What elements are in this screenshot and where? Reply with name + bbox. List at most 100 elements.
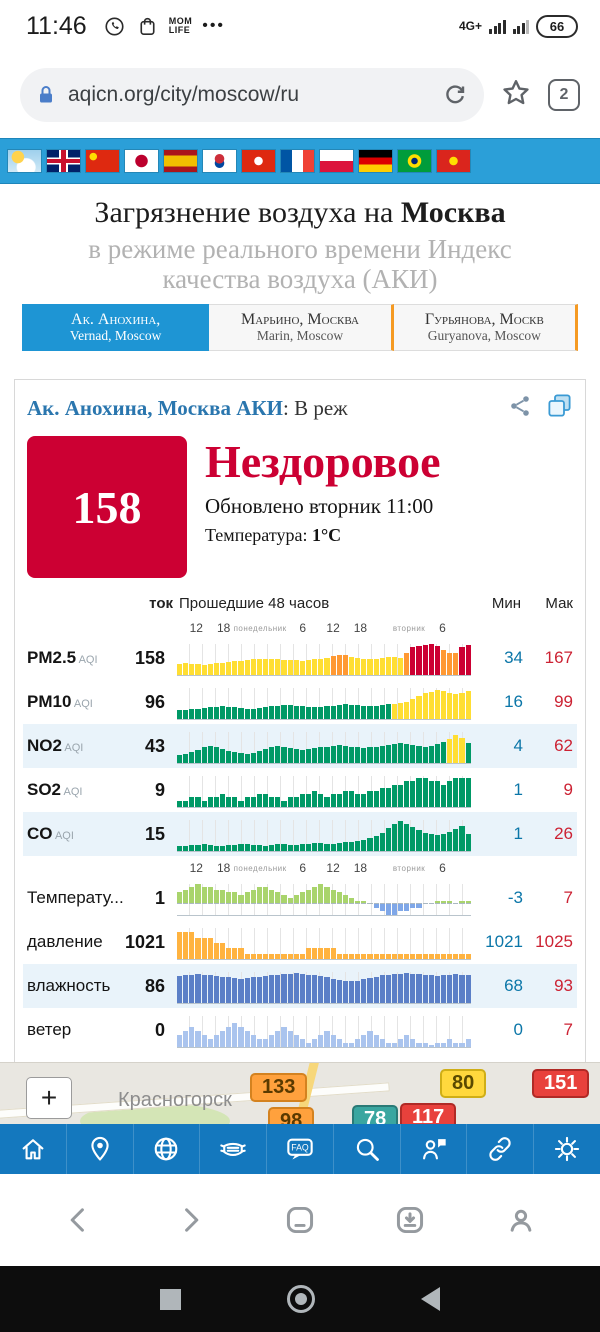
chart-bar bbox=[348, 842, 355, 851]
param-row-pressure[interactable]: давление 1021 1021 1025 bbox=[23, 920, 577, 964]
chart-bar bbox=[404, 744, 410, 763]
weather-icon[interactable] bbox=[8, 150, 41, 172]
url-text[interactable]: aqicn.org/city/moscow/ru bbox=[68, 83, 300, 106]
chart-bar bbox=[459, 1043, 465, 1047]
station-tab-3[interactable]: Гурьянова, Москв Guryanova, Moscow bbox=[393, 304, 578, 351]
brazil-flag-icon[interactable] bbox=[398, 150, 431, 172]
uk-flag-icon[interactable] bbox=[47, 150, 80, 172]
param-unit: AQI bbox=[52, 830, 74, 842]
chart-bar bbox=[422, 1043, 428, 1047]
nav-forward-button[interactable] bbox=[173, 1203, 207, 1237]
chart-bar bbox=[373, 1035, 379, 1047]
nav-profile-button[interactable] bbox=[504, 1203, 538, 1237]
china-flag-icon[interactable] bbox=[86, 150, 119, 172]
chart-bar bbox=[379, 746, 385, 763]
chart-bar bbox=[447, 739, 453, 763]
chart-bar bbox=[269, 975, 275, 1003]
param-row-so2[interactable]: SO2 AQI 9 1 9 bbox=[23, 768, 577, 812]
map-aqi-marker[interactable]: 133 bbox=[250, 1073, 308, 1102]
map-zoom-in-button[interactable]: + bbox=[26, 1077, 72, 1119]
chart-bar bbox=[410, 1039, 416, 1047]
korea-flag-icon[interactable] bbox=[203, 150, 236, 172]
bookmark-star-icon[interactable] bbox=[500, 77, 532, 114]
search-button[interactable] bbox=[334, 1124, 401, 1174]
home-button[interactable] bbox=[287, 1285, 315, 1313]
chart-bar bbox=[342, 704, 348, 719]
chart-bar bbox=[238, 661, 244, 675]
location-button[interactable] bbox=[67, 1124, 134, 1174]
chart-bar bbox=[207, 797, 213, 807]
recents-button[interactable] bbox=[160, 1288, 181, 1310]
chart-bar bbox=[336, 980, 342, 1003]
faq-button[interactable]: FAQ bbox=[267, 1124, 334, 1174]
mask-button[interactable] bbox=[200, 1124, 268, 1174]
chat-user-button[interactable] bbox=[401, 1124, 468, 1174]
japan-flag-icon[interactable] bbox=[125, 150, 158, 172]
chart-bar bbox=[391, 974, 398, 1003]
chart-bar bbox=[404, 653, 410, 675]
map-aqi-marker[interactable]: 151 bbox=[532, 1069, 590, 1098]
nav-home-screen-button[interactable] bbox=[283, 1203, 317, 1237]
chart-bar bbox=[447, 975, 453, 1003]
reload-icon[interactable] bbox=[442, 82, 468, 108]
chart-bar bbox=[299, 661, 305, 675]
station-tab-2[interactable]: Марьино, Москва Marin, Moscow bbox=[209, 304, 394, 351]
germany-flag-icon[interactable] bbox=[359, 150, 392, 172]
time-tick: понедельник bbox=[233, 624, 287, 633]
chart-bar bbox=[195, 797, 201, 807]
france-flag-icon[interactable] bbox=[281, 150, 314, 172]
link-button[interactable] bbox=[467, 1124, 535, 1174]
param-row-temp[interactable]: Температу... 1 -3 7 bbox=[23, 876, 577, 920]
chart-bar bbox=[379, 975, 385, 1003]
chart-bar bbox=[189, 845, 195, 851]
param-row-no2[interactable]: NO2 AQI 43 4 62 bbox=[23, 724, 577, 768]
map-aqi-marker[interactable]: 78 bbox=[352, 1105, 399, 1124]
pm10-min: 16 bbox=[504, 692, 523, 711]
aqi-map[interactable]: + Красногорск 133 98 78 117 80 151 bbox=[0, 1062, 600, 1124]
back-button[interactable] bbox=[421, 1287, 440, 1311]
time-tick: понедельник bbox=[233, 864, 287, 873]
chart-bar bbox=[459, 975, 465, 1003]
time-tick: 12 bbox=[189, 861, 203, 875]
param-row-co[interactable]: CO AQI 15 1 26 bbox=[23, 812, 577, 856]
settings-button[interactable] bbox=[534, 1124, 600, 1174]
nav-back-button[interactable] bbox=[62, 1203, 96, 1237]
wind-current-value: 0 bbox=[154, 1019, 165, 1040]
chart-bar bbox=[398, 658, 404, 675]
chart-bar bbox=[348, 657, 355, 675]
map-aqi-marker[interactable]: 98 bbox=[268, 1107, 315, 1124]
copy-windows-icon[interactable] bbox=[546, 392, 573, 424]
chart-bar bbox=[305, 844, 312, 851]
poland-flag-icon[interactable] bbox=[320, 150, 353, 172]
chart-bar bbox=[410, 745, 416, 763]
param-row-wind[interactable]: ветер 0 0 7 bbox=[23, 1008, 577, 1052]
share-icon[interactable] bbox=[508, 394, 532, 423]
map-aqi-marker[interactable]: 80 bbox=[440, 1069, 487, 1098]
param-row-pm10[interactable]: PM10 AQI 96 16 99 bbox=[23, 680, 577, 724]
spain-flag-icon[interactable] bbox=[164, 150, 197, 172]
nav-downloads-button[interactable] bbox=[393, 1203, 427, 1237]
param-row-humidity[interactable]: влажность 86 68 93 bbox=[23, 964, 577, 1008]
time-tick: 12 bbox=[189, 621, 203, 635]
chart-bar bbox=[269, 797, 275, 807]
chart-bar bbox=[428, 954, 434, 959]
station-tab-1[interactable]: Ак. Анохина, Vernad, Moscow bbox=[22, 304, 210, 351]
map-aqi-marker[interactable]: 117 bbox=[400, 1103, 457, 1124]
no2-max: 62 bbox=[554, 736, 573, 755]
param-unit: AQI bbox=[71, 698, 93, 710]
chart-bar bbox=[336, 1039, 342, 1047]
param-name: PM10 bbox=[27, 692, 72, 711]
home-button[interactable] bbox=[0, 1124, 67, 1174]
pm25-min: 34 bbox=[504, 648, 523, 667]
chart-bar bbox=[213, 976, 219, 1003]
chart-bar bbox=[459, 954, 465, 959]
hongkong-flag-icon[interactable] bbox=[242, 150, 275, 172]
tab-counter-button[interactable]: 2 bbox=[548, 79, 580, 111]
chart-bar bbox=[355, 658, 361, 675]
vietnam-flag-icon[interactable] bbox=[437, 150, 470, 172]
globe-button[interactable] bbox=[134, 1124, 201, 1174]
param-row-pm25[interactable]: PM2.5 AQI 158 34 167 bbox=[23, 636, 577, 680]
aqi-value-box: 158 bbox=[27, 436, 187, 578]
chart-bar bbox=[422, 747, 428, 763]
address-bar[interactable]: aqicn.org/city/moscow/ru bbox=[20, 68, 484, 122]
